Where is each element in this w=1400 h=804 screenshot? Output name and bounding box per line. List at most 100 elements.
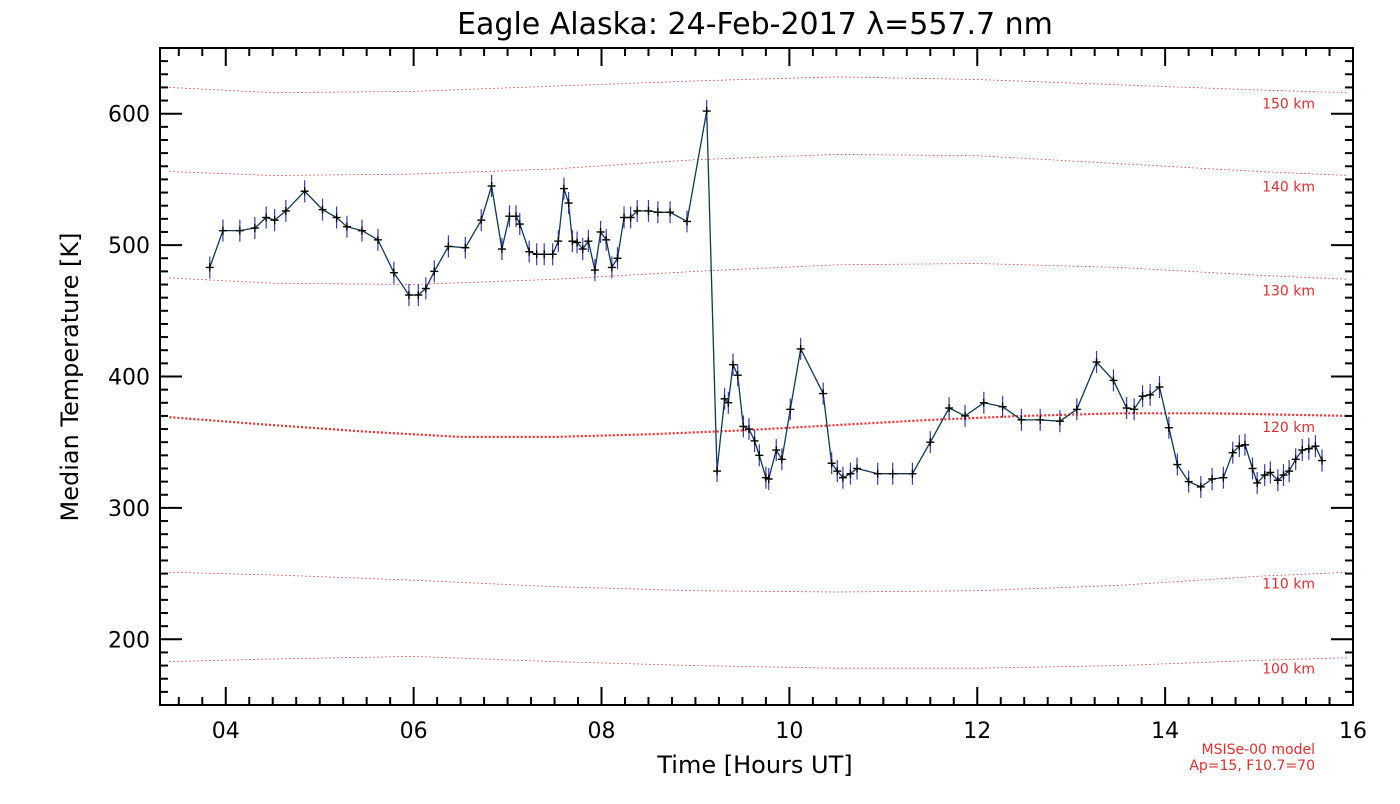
data-point [1260, 464, 1269, 487]
data-point [540, 243, 549, 266]
x-tick-label: 10 [775, 719, 803, 744]
data-point [568, 230, 577, 253]
data-point [250, 217, 259, 240]
model-curve-label: 110 km [1262, 576, 1315, 592]
data-point [559, 177, 568, 200]
data-point [1253, 471, 1262, 494]
data-point [1173, 453, 1182, 476]
data-point [1248, 457, 1257, 480]
data-point [318, 198, 327, 221]
data-point [281, 199, 290, 222]
data-point [786, 398, 795, 421]
data-point [853, 457, 862, 480]
data-point [1311, 435, 1320, 458]
data-point [827, 452, 836, 475]
data-point [487, 174, 496, 197]
data-point [218, 219, 227, 242]
model-curve-140-km [169, 153, 1349, 176]
data-point [1219, 466, 1228, 489]
data-point [1240, 433, 1249, 456]
data-point [548, 243, 557, 266]
data-point [1146, 383, 1155, 406]
model-curve-label: 150 km [1262, 97, 1315, 113]
data-point [1318, 449, 1327, 472]
x-tick-label: 08 [588, 719, 616, 744]
data-point [744, 418, 753, 441]
data-point [564, 192, 573, 215]
x-tick-label: 06 [400, 719, 428, 744]
model-curve-150-km [169, 76, 1349, 94]
data-point [1279, 464, 1288, 487]
data-point [235, 219, 244, 242]
data-point [926, 431, 935, 454]
data-point [1122, 397, 1131, 420]
data-point [477, 209, 486, 232]
data-point [796, 337, 805, 360]
data-point [1130, 398, 1139, 421]
data-point [613, 247, 622, 270]
data-point [1285, 460, 1294, 483]
data-point [739, 415, 748, 438]
data-point [444, 235, 453, 258]
data-point [888, 462, 897, 485]
y-axis-label: Median Temperature [K] [56, 232, 84, 521]
data-point [1164, 416, 1173, 439]
temperature-line [209, 110, 1323, 488]
data-point [602, 228, 611, 251]
data-point [1155, 376, 1164, 399]
temperature-series [205, 100, 1327, 498]
x-tick-label: 04 [212, 719, 240, 744]
model-curve-130-km [169, 263, 1349, 285]
data-point [729, 353, 738, 376]
data-point [1055, 410, 1064, 433]
data-point [666, 201, 675, 224]
model-curve-120-km [169, 412, 1349, 438]
data-point [578, 238, 587, 261]
x-tick-label: 16 [1339, 719, 1367, 744]
data-point [596, 220, 605, 243]
data-point [720, 387, 729, 410]
x-tick-label: 12 [963, 719, 991, 744]
model-curve-100-km [169, 655, 1349, 669]
data-point [846, 462, 855, 485]
data-point [979, 391, 988, 414]
data-point [515, 213, 524, 236]
data-point [1109, 369, 1118, 392]
data-point [300, 180, 309, 203]
model-curve-label: 100 km [1262, 662, 1315, 678]
data-point [342, 215, 351, 238]
data-point [421, 277, 430, 300]
axis-ticks: 04 06 08 10 12 14 16 200 300 400 500 600 [108, 47, 1367, 744]
data-point [873, 462, 882, 485]
data-point [777, 448, 786, 471]
data-point [262, 206, 271, 229]
y-tick-label: 400 [108, 366, 150, 391]
data-point [332, 206, 341, 229]
data-point [1266, 461, 1275, 484]
model-curve-label: 130 km [1262, 283, 1315, 299]
data-point [633, 199, 642, 222]
data-point [819, 382, 828, 405]
data-point [713, 460, 722, 483]
data-point [998, 395, 1007, 418]
data-point [1017, 408, 1026, 431]
chart-title: Eagle Alaska: 24-Feb-2017 λ=557.7 nm [457, 7, 1053, 42]
model-curve-label: 140 km [1262, 179, 1315, 195]
data-point [702, 100, 711, 123]
model-footnote-line-1: MSISe-00 model [1201, 742, 1315, 758]
y-tick-label: 300 [108, 497, 150, 522]
data-point [205, 256, 214, 279]
data-point [1298, 439, 1307, 462]
data-point [653, 201, 662, 224]
data-point [497, 238, 506, 261]
data-point [270, 209, 279, 232]
data-point [682, 210, 691, 233]
model-curves: 150 km 140 km 130 km 120 km 110 km 100 km [169, 76, 1349, 678]
data-point [908, 462, 917, 485]
data-point [750, 429, 759, 452]
x-tick-label: 14 [1151, 719, 1179, 744]
data-point [607, 256, 616, 279]
data-point [1036, 408, 1045, 431]
data-point [590, 259, 599, 282]
data-point [1184, 470, 1193, 493]
